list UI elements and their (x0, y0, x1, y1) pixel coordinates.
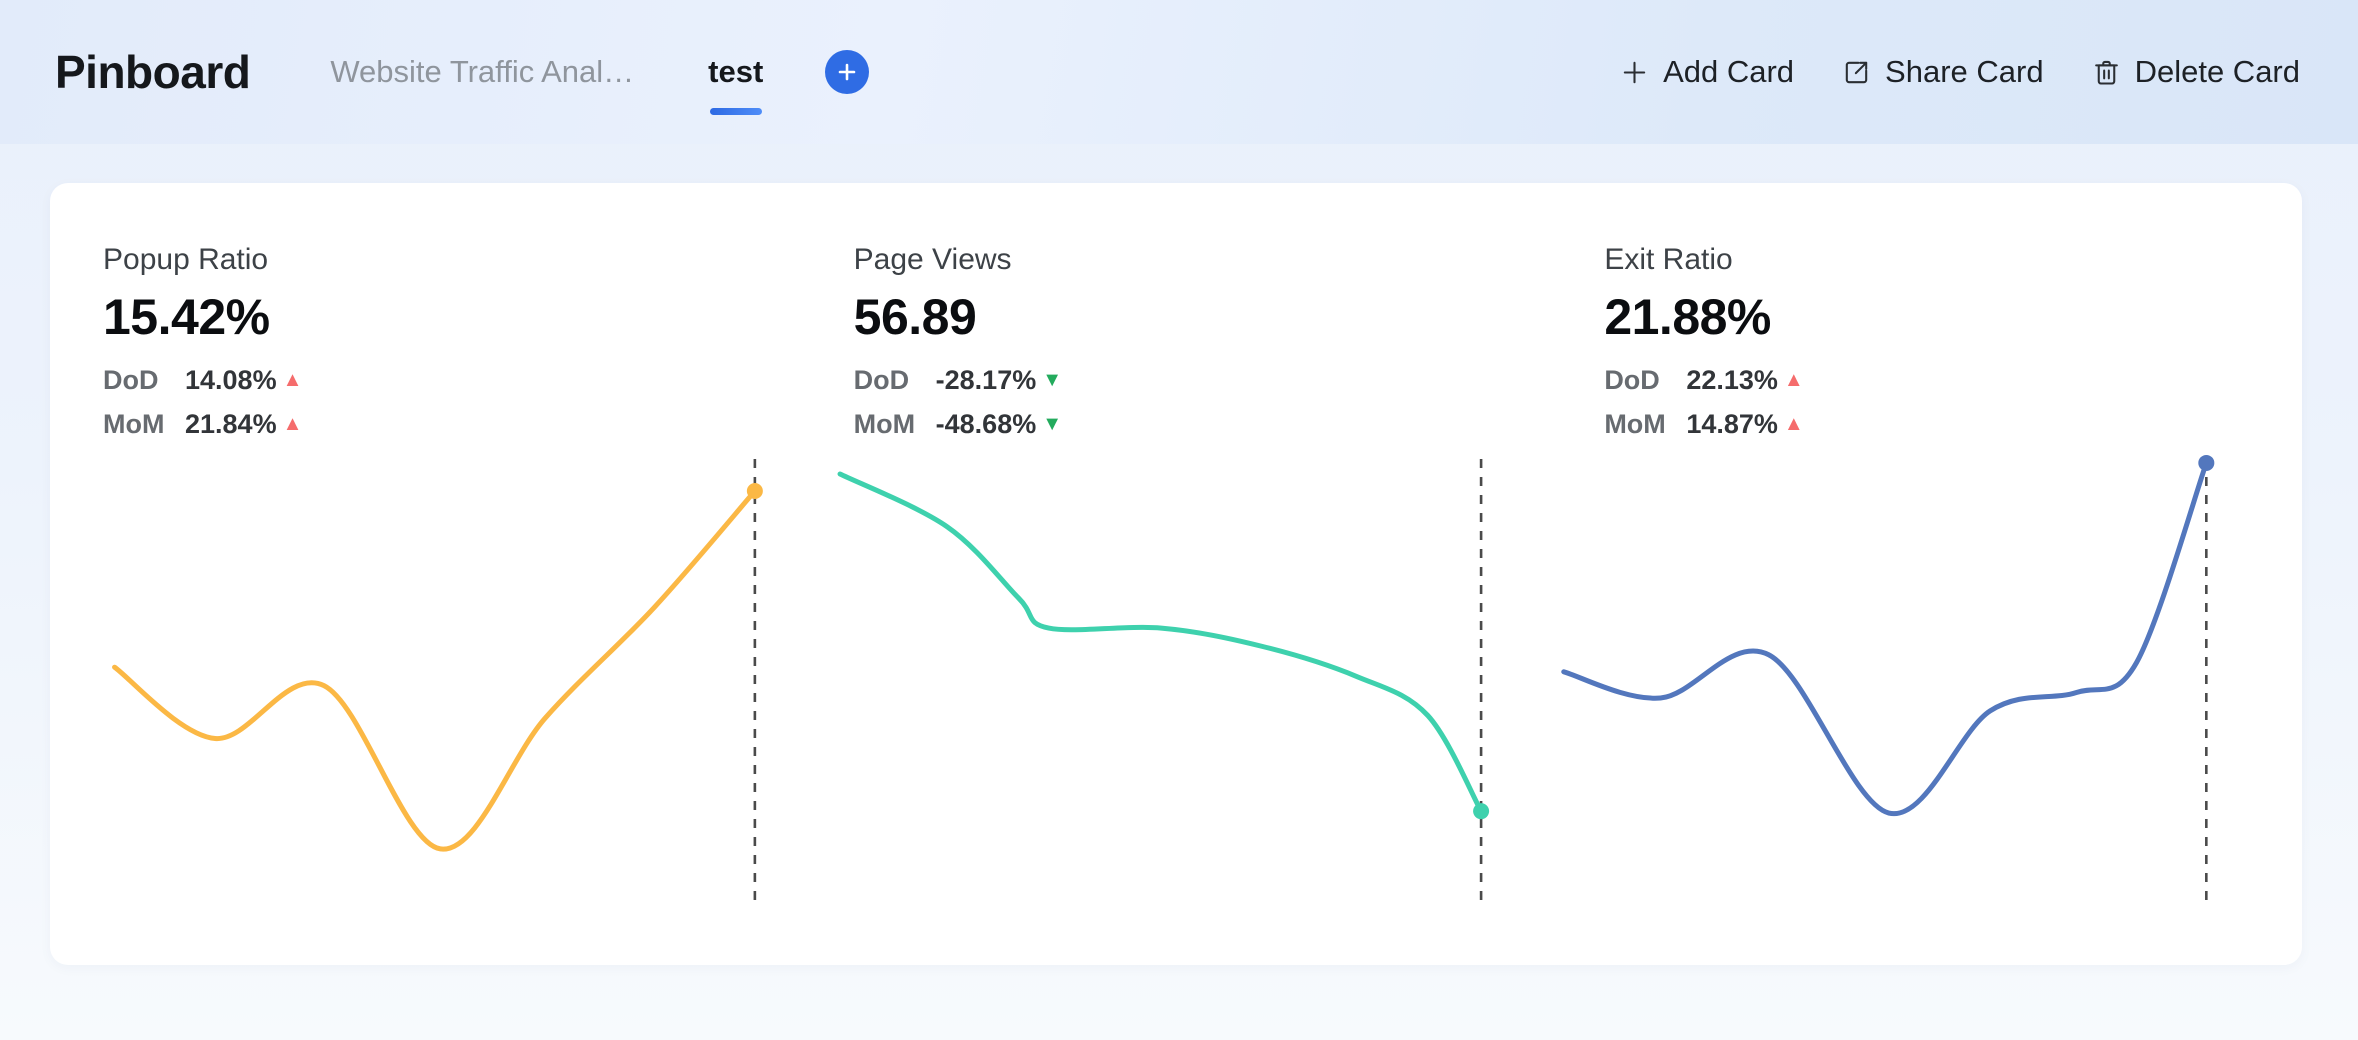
dod-row: DoD 14.08% ▲ (103, 363, 801, 397)
add-card-label: Add Card (1663, 54, 1795, 89)
share-card-label: Share Card (1885, 54, 2044, 89)
mom-label: MoM (853, 409, 916, 439)
metric-title: Page Views (853, 243, 1012, 276)
trend-up-icon: ▲ (282, 369, 303, 391)
delete-card-button[interactable]: Delete Card (2091, 54, 2300, 90)
dod-value: 14.08% (185, 365, 277, 395)
tab-test[interactable]: test (708, 0, 763, 144)
board-tabs: Website Traffic Anal… test (330, 0, 870, 144)
mom-label: MoM (103, 409, 165, 439)
dod-value: -28.17% (935, 365, 1037, 395)
trend-up-icon: ▲ (282, 413, 303, 435)
dod-value: 22.13% (1686, 365, 1778, 395)
share-card-button[interactable]: Share Card (1841, 54, 2044, 90)
metric-value: 56.89 (853, 289, 977, 345)
trend-up-icon: ▲ (1783, 369, 1804, 391)
plus-icon (1623, 61, 1646, 83)
dod-label: DoD (1604, 365, 1660, 395)
tab-label: Website Traffic Anal… (330, 54, 635, 89)
panel-exit-ratio: Exit Ratio 21.88% DoD 22.13% ▲ MoM 14.87… (1551, 183, 2302, 965)
header-actions: Add Card Share Card Delete Card (1619, 54, 2300, 90)
mom-row: MoM 14.87% ▲ (1604, 407, 2302, 441)
add-card-button[interactable]: Add Card (1619, 54, 1794, 90)
mom-row: MoM 21.84% ▲ (103, 407, 801, 441)
panel-page-views: Page Views 56.89 DoD -28.17% ▼ MoM -48.6… (801, 183, 1552, 965)
plus-icon (839, 63, 856, 81)
panel-popup-ratio: Popup Ratio 15.42% DoD 14.08% ▲ MoM 21.8… (50, 183, 801, 965)
pinboard-body: Popup Ratio 15.42% DoD 14.08% ▲ MoM 21.8… (0, 144, 2358, 965)
dod-label: DoD (103, 365, 159, 395)
metric-title: Popup Ratio (103, 243, 269, 276)
mom-value: 21.84% (185, 409, 277, 439)
popup-ratio-sparkline (112, 459, 763, 906)
trend-down-icon: ▼ (1042, 413, 1063, 435)
add-board-button[interactable] (825, 50, 870, 94)
trend-down-icon: ▼ (1042, 369, 1063, 391)
app-title: Pinboard (55, 46, 251, 98)
active-tab-underline (709, 108, 762, 115)
metric-title: Exit Ratio (1604, 243, 1733, 276)
app-header: Pinboard Website Traffic Anal… test Add … (0, 0, 2358, 144)
mom-row: MoM -48.68% ▼ (854, 407, 1552, 441)
exit-ratio-sparkline (1561, 454, 2215, 906)
mom-value: 14.87% (1686, 409, 1778, 439)
metric-block: Page Views 56.89 DoD -28.17% ▼ MoM -48.6… (801, 183, 1552, 441)
trash-icon (2094, 60, 2118, 85)
dod-row: DoD 22.13% ▲ (1604, 363, 2302, 397)
metric-value: 21.88% (1604, 289, 1771, 345)
dod-label: DoD (853, 365, 910, 395)
tab-label: test (708, 54, 764, 89)
tab-website-traffic[interactable]: Website Traffic Anal… (330, 0, 634, 144)
mom-label: MoM (1604, 409, 1666, 439)
metric-block: Exit Ratio 21.88% DoD 22.13% ▲ MoM 14.87… (1551, 183, 2302, 441)
share-icon (1845, 61, 1868, 83)
dashboard-card: Popup Ratio 15.42% DoD 14.08% ▲ MoM 21.8… (50, 183, 2302, 965)
trend-up-icon: ▲ (1783, 413, 1804, 435)
dod-row: DoD -28.17% ▼ (854, 363, 1552, 397)
delete-card-label: Delete Card (2134, 54, 2300, 89)
mom-value: -48.68% (935, 409, 1037, 439)
metric-block: Popup Ratio 15.42% DoD 14.08% ▲ MoM 21.8… (50, 183, 801, 441)
page-views-sparkline (837, 459, 1489, 906)
metric-value: 15.42% (103, 289, 270, 345)
